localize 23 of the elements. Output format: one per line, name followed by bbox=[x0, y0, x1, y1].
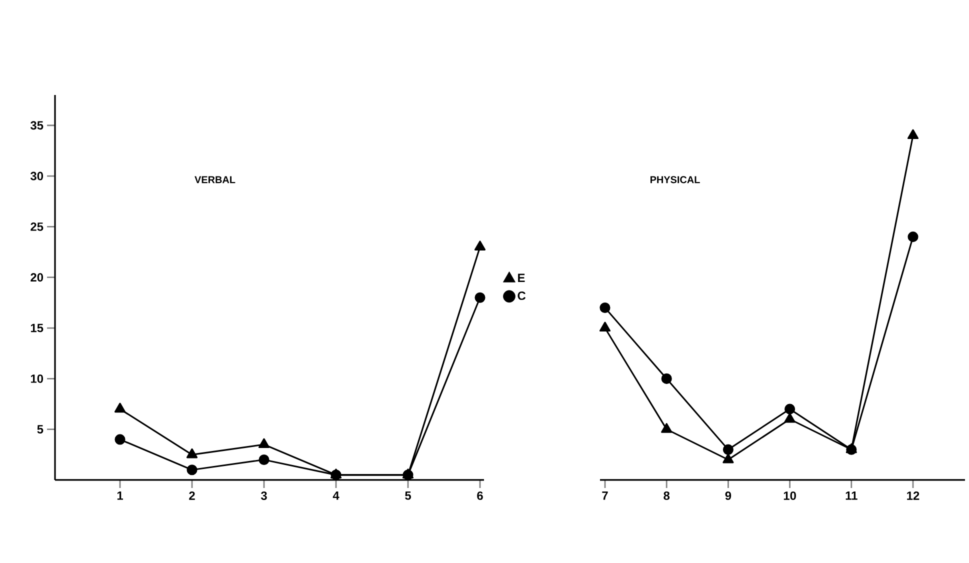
y-tick-label: 20 bbox=[30, 273, 44, 282]
x-tick-label: 6 bbox=[477, 491, 483, 500]
y-tick-label: 35 bbox=[30, 121, 44, 130]
x-tick-label: 1 bbox=[117, 491, 123, 500]
x-tick-label: 4 bbox=[332, 491, 340, 500]
x-tick-label: 3 bbox=[260, 491, 267, 500]
y-tick-label: 30 bbox=[30, 172, 44, 180]
x-tick-label: 7 bbox=[602, 491, 608, 500]
x-tick-label: 11 bbox=[846, 491, 858, 500]
x-tick-label: 10 bbox=[784, 491, 796, 500]
annotation: VERBAL bbox=[194, 176, 236, 184]
x-tick-label: 12 bbox=[907, 491, 920, 500]
annotation: PHYSICAL bbox=[650, 176, 700, 184]
y-tick-label: 25 bbox=[30, 222, 44, 231]
legend-label: C bbox=[518, 291, 526, 300]
y-tick-label: 10 bbox=[30, 374, 44, 383]
y-tick-label: 5 bbox=[37, 425, 44, 434]
y-tick-label: 15 bbox=[30, 324, 44, 332]
x-tick-label: 2 bbox=[189, 491, 195, 500]
x-tick-label: 5 bbox=[405, 491, 411, 500]
x-tick-label: 9 bbox=[725, 491, 732, 500]
x-tick-label: 8 bbox=[664, 491, 670, 500]
legend-label: E bbox=[518, 274, 525, 282]
